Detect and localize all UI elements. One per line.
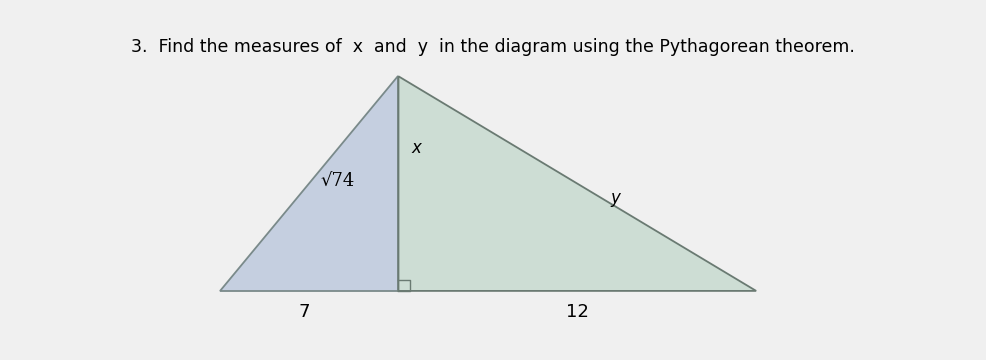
Text: √74: √74 <box>320 172 354 190</box>
Text: 12: 12 <box>566 303 589 321</box>
Text: y: y <box>610 189 620 207</box>
Text: x: x <box>411 139 421 157</box>
Polygon shape <box>398 76 756 291</box>
Text: 3.  Find the measures of  x  and  y  in the diagram using the Pythagorean theore: 3. Find the measures of x and y in the d… <box>131 38 855 56</box>
Text: 7: 7 <box>298 303 310 321</box>
Polygon shape <box>220 76 398 291</box>
